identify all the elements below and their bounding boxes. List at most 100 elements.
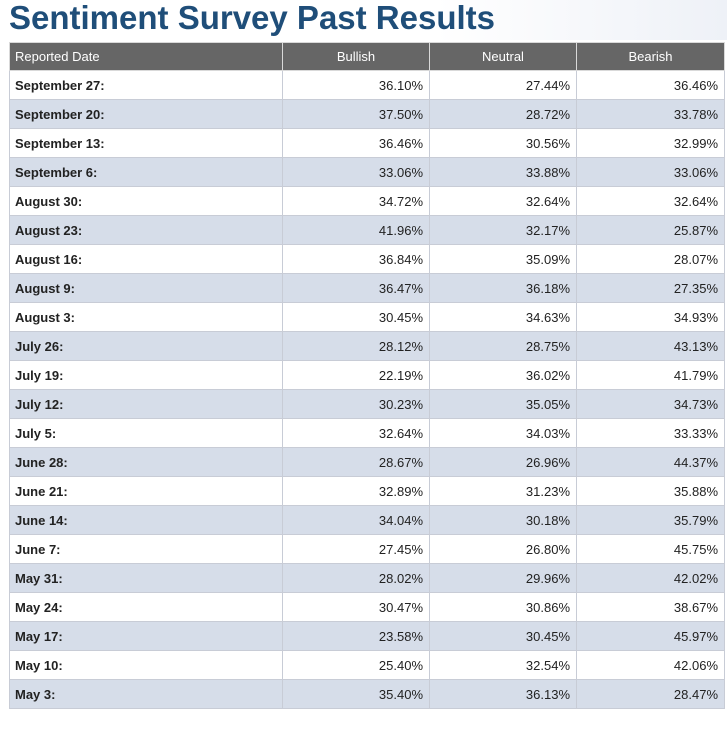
table-row: July 26: 28.12% 28.75% 43.13% <box>9 331 725 361</box>
cell-neutral: 32.64% <box>429 186 577 216</box>
cell-bearish: 34.93% <box>576 302 725 332</box>
cell-bearish: 41.79% <box>576 360 725 390</box>
table-row: May 17: 23.58% 30.45% 45.97% <box>9 621 725 651</box>
table-row: June 28: 28.67% 26.96% 44.37% <box>9 447 725 477</box>
cell-bearish: 33.06% <box>576 157 725 187</box>
cell-bearish: 34.73% <box>576 389 725 419</box>
cell-neutral: 27.44% <box>429 70 577 100</box>
table-row: June 7: 27.45% 26.80% 45.75% <box>9 534 725 564</box>
header-neutral: Neutral <box>429 42 577 71</box>
cell-bearish: 44.37% <box>576 447 725 477</box>
cell-reported-date: July 5: <box>9 418 283 448</box>
cell-neutral: 35.09% <box>429 244 577 274</box>
cell-bearish: 42.02% <box>576 563 725 593</box>
table-row: August 3: 30.45% 34.63% 34.93% <box>9 302 725 332</box>
cell-bearish: 45.97% <box>576 621 725 651</box>
table-row: June 14: 34.04% 30.18% 35.79% <box>9 505 725 535</box>
cell-neutral: 34.63% <box>429 302 577 332</box>
cell-reported-date: July 19: <box>9 360 283 390</box>
cell-reported-date: July 26: <box>9 331 283 361</box>
cell-neutral: 36.18% <box>429 273 577 303</box>
cell-bearish: 36.46% <box>576 70 725 100</box>
cell-bearish: 33.78% <box>576 99 725 129</box>
table-header-row: Reported Date Bullish Neutral Bearish <box>9 42 725 71</box>
cell-bullish: 32.89% <box>282 476 430 506</box>
cell-bullish: 27.45% <box>282 534 430 564</box>
cell-reported-date: May 24: <box>9 592 283 622</box>
cell-neutral: 30.56% <box>429 128 577 158</box>
cell-reported-date: May 17: <box>9 621 283 651</box>
table-body: September 27: 36.10% 27.44% 36.46% September… <box>9 70 725 709</box>
table-row: July 5: 32.64% 34.03% 33.33% <box>9 418 725 448</box>
cell-bearish: 25.87% <box>576 215 725 245</box>
cell-bearish: 35.79% <box>576 505 725 535</box>
cell-bearish: 35.88% <box>576 476 725 506</box>
cell-bullish: 28.12% <box>282 331 430 361</box>
page-title: Sentiment Survey Past Results <box>9 0 496 36</box>
cell-bullish: 35.40% <box>282 679 430 709</box>
cell-bullish: 37.50% <box>282 99 430 129</box>
table-row: August 16: 36.84% 35.09% 28.07% <box>9 244 725 274</box>
title-band <box>0 0 727 40</box>
cell-bullish: 28.02% <box>282 563 430 593</box>
cell-reported-date: August 9: <box>9 273 283 303</box>
cell-bullish: 32.64% <box>282 418 430 448</box>
cell-bearish: 33.33% <box>576 418 725 448</box>
cell-reported-date: June 21: <box>9 476 283 506</box>
cell-reported-date: May 3: <box>9 679 283 709</box>
cell-bearish: 45.75% <box>576 534 725 564</box>
cell-bullish: 30.45% <box>282 302 430 332</box>
cell-neutral: 28.75% <box>429 331 577 361</box>
cell-neutral: 28.72% <box>429 99 577 129</box>
cell-bearish: 28.47% <box>576 679 725 709</box>
cell-reported-date: September 27: <box>9 70 283 100</box>
cell-neutral: 35.05% <box>429 389 577 419</box>
table-row: September 20: 37.50% 28.72% 33.78% <box>9 99 725 129</box>
table-row: August 9: 36.47% 36.18% 27.35% <box>9 273 725 303</box>
cell-bearish: 38.67% <box>576 592 725 622</box>
cell-bearish: 27.35% <box>576 273 725 303</box>
cell-neutral: 36.13% <box>429 679 577 709</box>
table-row: May 24: 30.47% 30.86% 38.67% <box>9 592 725 622</box>
cell-neutral: 30.45% <box>429 621 577 651</box>
header-bearish: Bearish <box>576 42 725 71</box>
cell-reported-date: May 10: <box>9 650 283 680</box>
cell-reported-date: September 6: <box>9 157 283 187</box>
table-row: September 27: 36.10% 27.44% 36.46% <box>9 70 725 100</box>
cell-reported-date: June 14: <box>9 505 283 535</box>
cell-neutral: 31.23% <box>429 476 577 506</box>
cell-neutral: 26.80% <box>429 534 577 564</box>
cell-neutral: 34.03% <box>429 418 577 448</box>
cell-neutral: 26.96% <box>429 447 577 477</box>
table-row: August 30: 34.72% 32.64% 32.64% <box>9 186 725 216</box>
cell-reported-date: August 30: <box>9 186 283 216</box>
cell-bearish: 32.99% <box>576 128 725 158</box>
cell-reported-date: June 28: <box>9 447 283 477</box>
cell-bullish: 36.47% <box>282 273 430 303</box>
cell-reported-date: August 16: <box>9 244 283 274</box>
cell-neutral: 32.54% <box>429 650 577 680</box>
cell-bullish: 34.72% <box>282 186 430 216</box>
cell-reported-date: August 23: <box>9 215 283 245</box>
cell-bullish: 36.46% <box>282 128 430 158</box>
cell-bearish: 43.13% <box>576 331 725 361</box>
cell-bullish: 30.47% <box>282 592 430 622</box>
table-row: September 6: 33.06% 33.88% 33.06% <box>9 157 725 187</box>
table-row: September 13: 36.46% 30.56% 32.99% <box>9 128 725 158</box>
cell-reported-date: September 20: <box>9 99 283 129</box>
cell-neutral: 32.17% <box>429 215 577 245</box>
cell-bullish: 25.40% <box>282 650 430 680</box>
table-row: August 23: 41.96% 32.17% 25.87% <box>9 215 725 245</box>
table-row: May 10: 25.40% 32.54% 42.06% <box>9 650 725 680</box>
header-reported-date: Reported Date <box>9 42 283 71</box>
cell-reported-date: August 3: <box>9 302 283 332</box>
cell-bullish: 33.06% <box>282 157 430 187</box>
cell-bullish: 22.19% <box>282 360 430 390</box>
table-row: May 31: 28.02% 29.96% 42.02% <box>9 563 725 593</box>
table-row: July 12: 30.23% 35.05% 34.73% <box>9 389 725 419</box>
cell-reported-date: May 31: <box>9 563 283 593</box>
table-row: July 19: 22.19% 36.02% 41.79% <box>9 360 725 390</box>
header-bullish: Bullish <box>282 42 430 71</box>
cell-reported-date: June 7: <box>9 534 283 564</box>
cell-bearish: 28.07% <box>576 244 725 274</box>
